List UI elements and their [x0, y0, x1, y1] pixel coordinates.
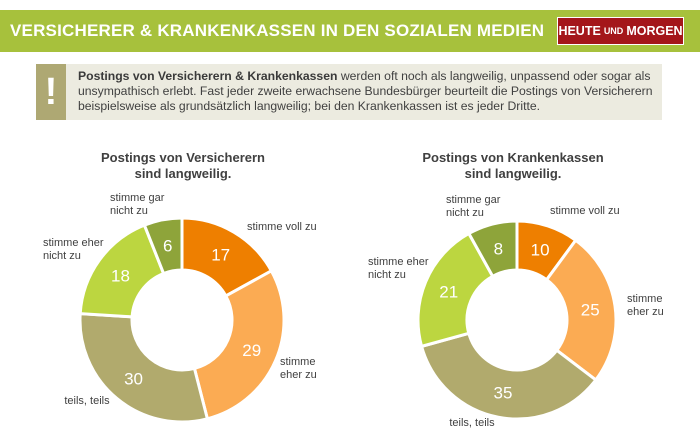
category-label-versicherer-1: stimme eher zu [280, 356, 317, 381]
category-label-krankenkassen-2: teils, teils [449, 417, 495, 429]
donut-slice-krankenkassen-4 [466, 219, 519, 279]
exclamation-icon: ! [36, 64, 66, 120]
donut-slice-krankenkassen-1 [544, 238, 618, 383]
category-label-krankenkassen-4: stimme gar nicht zu [446, 194, 501, 219]
chart-title-versicherer: Postings von Versicherern sind langweili… [70, 150, 296, 182]
data-label-krankenkassen-2: 35 [494, 384, 513, 403]
brand-text-heute: HEUTE [558, 24, 601, 38]
data-label-versicherer-4: 6 [163, 236, 172, 255]
info-text: Postings von Versicherern & Krankenkasse… [78, 69, 656, 114]
data-label-versicherer-1: 29 [242, 341, 261, 360]
donut-slice-krankenkassen-2 [419, 331, 598, 421]
category-label-krankenkassen-0: stimme voll zu [550, 205, 620, 217]
brand-text-morgen: MORGEN [626, 24, 683, 38]
brand-logo: HEUTE UND MORGEN [557, 17, 684, 45]
chart-title-krankenkassen-line1: Postings von Krankenkassen [422, 150, 604, 165]
brand-text-und: UND [603, 26, 624, 36]
category-label-versicherer-3: stimme eher nicht zu [43, 237, 104, 262]
category-label-krankenkassen-1: stimme eher zu [627, 293, 664, 318]
data-label-krankenkassen-3: 21 [439, 282, 458, 301]
data-label-versicherer-2: 30 [124, 370, 143, 389]
chart-title-krankenkassen: Postings von Krankenkassen sind langweil… [400, 150, 626, 182]
category-label-versicherer-2: teils, teils [64, 395, 110, 407]
info-text-body: werden oft noch als langweilig, unpassen… [78, 69, 653, 113]
info-text-bold: Postings von Versicherern & Krankenkasse… [78, 69, 338, 83]
category-label-krankenkassen-3: stimme eher nicht zu [368, 256, 429, 281]
chart-title-krankenkassen-line2: sind langweilig. [464, 166, 562, 181]
chart-title-versicherer-line2: sind langweilig. [134, 166, 232, 181]
donut-slice-versicherer-4 [142, 216, 184, 276]
chart-title-versicherer-line1: Postings von Versicherern [100, 150, 265, 165]
donut-slice-versicherer-2 [78, 312, 210, 424]
donut-slice-versicherer-1 [192, 268, 286, 421]
page-title: VERSICHERER & KRANKENKASSEN IN DEN SOZIA… [10, 21, 545, 40]
data-label-krankenkassen-4: 8 [494, 239, 503, 258]
header-bar: VERSICHERER & KRANKENKASSEN IN DEN SOZIA… [0, 10, 700, 52]
category-label-versicherer-4: stimme gar nicht zu [110, 192, 165, 217]
data-label-krankenkassen-0: 10 [531, 241, 550, 260]
info-box: ! Postings von Versicherern & Krankenkas… [36, 64, 662, 120]
data-label-krankenkassen-1: 25 [581, 300, 600, 319]
data-label-versicherer-0: 17 [211, 246, 230, 265]
category-label-versicherer-0: stimme voll zu [247, 221, 317, 233]
data-label-versicherer-3: 18 [111, 266, 130, 285]
